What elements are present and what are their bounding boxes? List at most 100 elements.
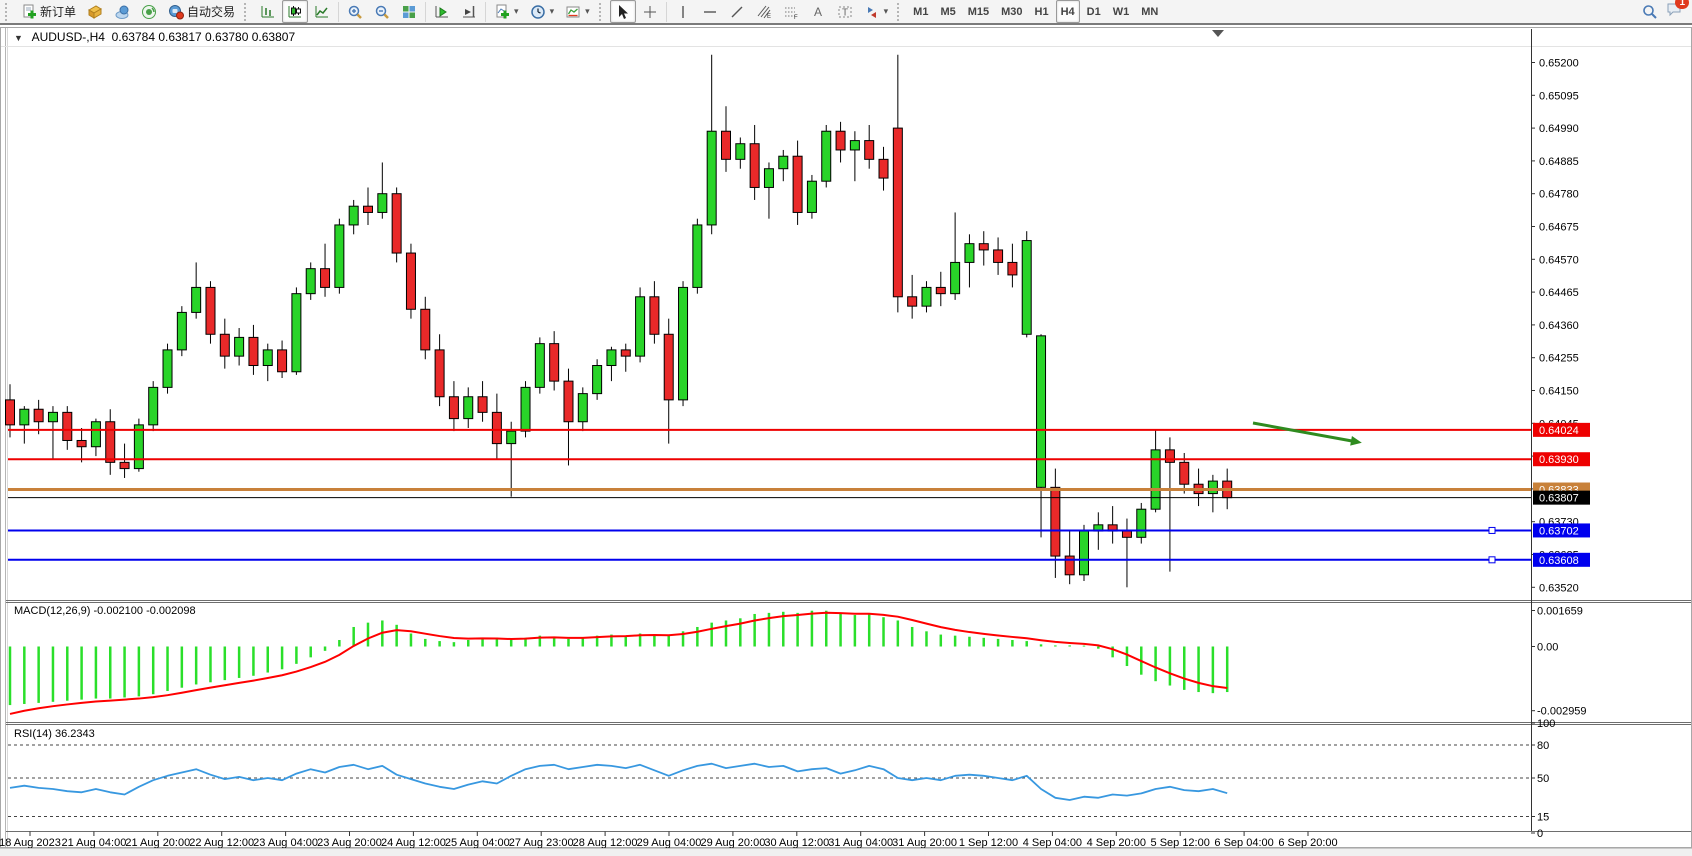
candle bbox=[592, 365, 603, 395]
status-strip bbox=[0, 848, 1692, 856]
chart-canvas[interactable]: 0.65200 0.65095 0.64990 0.64885 0.64780 0.646… bbox=[0, 27, 1692, 849]
candle bbox=[1179, 461, 1190, 485]
timeframe-button-MN[interactable]: MN bbox=[1136, 0, 1163, 23]
chart-window: ▼ AUDUSD-,H4 0.63784 0.63817 0.63780 0.6… bbox=[0, 27, 1692, 849]
zoom-out-button[interactable] bbox=[369, 0, 395, 23]
chart-svg[interactable]: 0.65200 0.65095 0.64990 0.64885 0.64780 0.646… bbox=[0, 27, 1692, 849]
price-tick-label: 0.64780 bbox=[1539, 189, 1579, 201]
notifications-button[interactable]: 1 bbox=[1666, 0, 1689, 22]
chart-shift-button[interactable] bbox=[456, 0, 482, 23]
time-tick-label: 22 Aug 12:00 bbox=[189, 837, 254, 848]
vertical-line-tool-button[interactable] bbox=[670, 0, 696, 23]
crosshair-icon bbox=[643, 5, 656, 18]
candle bbox=[577, 393, 588, 423]
toolbar-grip[interactable] bbox=[897, 2, 904, 21]
tile-windows-button[interactable] bbox=[396, 0, 422, 23]
chart-shift-marker-icon[interactable] bbox=[1212, 30, 1224, 37]
candle bbox=[47, 411, 58, 423]
candle bbox=[19, 408, 30, 426]
timeframe-button-M15[interactable]: M15 bbox=[963, 0, 994, 23]
timeframe-button-M30[interactable]: M30 bbox=[996, 0, 1027, 23]
hline-handle[interactable] bbox=[1488, 526, 1496, 534]
auto-trading-label: 自动交易 bbox=[187, 5, 236, 19]
periods-caret-icon: ▾ bbox=[549, 6, 555, 16]
line-chart-button[interactable] bbox=[309, 0, 335, 23]
candle bbox=[678, 286, 689, 401]
arrow-annotation[interactable] bbox=[1252, 421, 1353, 443]
time-tick-label: 1 Sep 12:00 bbox=[959, 837, 1018, 848]
trendline-icon bbox=[731, 6, 743, 17]
candle bbox=[921, 286, 932, 307]
auto-scroll-button[interactable] bbox=[429, 0, 455, 23]
text-tool-button[interactable]: A bbox=[805, 0, 831, 23]
candle bbox=[320, 268, 331, 288]
timeframe-button-D1[interactable]: D1 bbox=[1082, 0, 1106, 23]
macd-tick-label: 0.001659 bbox=[1537, 606, 1583, 618]
timeframe-button-H4[interactable]: H4 bbox=[1055, 0, 1080, 23]
channel-tool-button[interactable]: E bbox=[751, 0, 777, 23]
rsi-tick-label: 0 bbox=[1537, 828, 1543, 840]
candle bbox=[907, 296, 918, 307]
bars-chart-button[interactable] bbox=[255, 0, 281, 23]
candles-chart-button[interactable] bbox=[282, 0, 309, 23]
templates-button[interactable]: ▾ bbox=[560, 0, 595, 23]
auto-scroll-icon bbox=[435, 5, 449, 17]
timeframe-button-W1[interactable]: W1 bbox=[1108, 0, 1135, 23]
search-icon[interactable] bbox=[1642, 4, 1658, 20]
candle bbox=[892, 127, 903, 298]
horizontal-line-tool-button[interactable] bbox=[697, 0, 723, 23]
candle bbox=[148, 386, 159, 426]
candle bbox=[391, 193, 402, 254]
vertical-line-icon bbox=[681, 5, 684, 18]
arrows-tool-button[interactable]: ▾ bbox=[859, 0, 894, 23]
arrow-annotation-head[interactable] bbox=[1350, 436, 1362, 446]
new-order-icon bbox=[23, 4, 36, 18]
candle bbox=[1007, 261, 1018, 276]
chart-dropdown-icon[interactable]: ▼ bbox=[14, 33, 23, 43]
timeframe-label: M1 bbox=[913, 5, 929, 18]
chart-symbol-period: AUDUSD-,H4 bbox=[31, 30, 105, 44]
trendline-tool-button[interactable] bbox=[724, 0, 750, 23]
timeframe-button-H1[interactable]: H1 bbox=[1030, 0, 1054, 23]
fibonacci-icon: F bbox=[784, 7, 798, 20]
data-window-icon bbox=[115, 5, 129, 19]
hline-handle[interactable] bbox=[1488, 556, 1496, 564]
toolbar-grip[interactable] bbox=[244, 2, 251, 21]
periods-button[interactable]: ▾ bbox=[525, 0, 560, 23]
cursor-tool-button[interactable] bbox=[609, 0, 636, 23]
fibonacci-tool-button[interactable]: F bbox=[778, 0, 804, 23]
data-window-button[interactable] bbox=[109, 0, 135, 23]
toolbar-grip[interactable] bbox=[5, 2, 12, 21]
crosshair-tool-button[interactable] bbox=[637, 0, 663, 23]
price-tick-label: 0.64885 bbox=[1539, 156, 1579, 168]
price-tick-label: 0.64360 bbox=[1539, 320, 1579, 332]
candle bbox=[491, 411, 502, 445]
timeframe-button-M1[interactable]: M1 bbox=[908, 0, 933, 23]
timeframe-label: M5 bbox=[940, 5, 956, 18]
candle bbox=[219, 333, 230, 357]
candle bbox=[405, 252, 416, 310]
candle bbox=[606, 349, 617, 367]
candle bbox=[105, 421, 116, 463]
auto-trading-button[interactable]: 自动交易 bbox=[163, 0, 240, 23]
indicators-button[interactable]: ▾ bbox=[489, 0, 524, 23]
text-label-tool-button[interactable]: T bbox=[832, 0, 858, 23]
candle bbox=[821, 130, 832, 182]
timeframe-button-M5[interactable]: M5 bbox=[935, 0, 960, 23]
signals-button[interactable] bbox=[136, 0, 162, 23]
time-tick-label: 6 Sep 04:00 bbox=[1214, 837, 1273, 848]
candle bbox=[978, 243, 989, 251]
candle bbox=[935, 286, 946, 295]
macd-signal-line bbox=[9, 611, 1228, 715]
timeframe-label: MN bbox=[1141, 5, 1159, 18]
rsi-tick-label: 100 bbox=[1537, 718, 1555, 730]
price-flag bbox=[1533, 523, 1590, 538]
new-order-button[interactable]: 新订单 bbox=[16, 0, 81, 23]
candle bbox=[262, 349, 273, 367]
horizontal-line-icon bbox=[703, 10, 716, 13]
zoom-in-button[interactable] bbox=[342, 0, 368, 23]
time-tick-label: 29 Aug 20:00 bbox=[700, 837, 765, 848]
market-watch-button[interactable] bbox=[82, 0, 108, 23]
chart-title[interactable]: ▼ AUDUSD-,H4 0.63784 0.63817 0.63780 0.6… bbox=[14, 30, 295, 44]
toolbar-grip[interactable] bbox=[598, 2, 606, 21]
